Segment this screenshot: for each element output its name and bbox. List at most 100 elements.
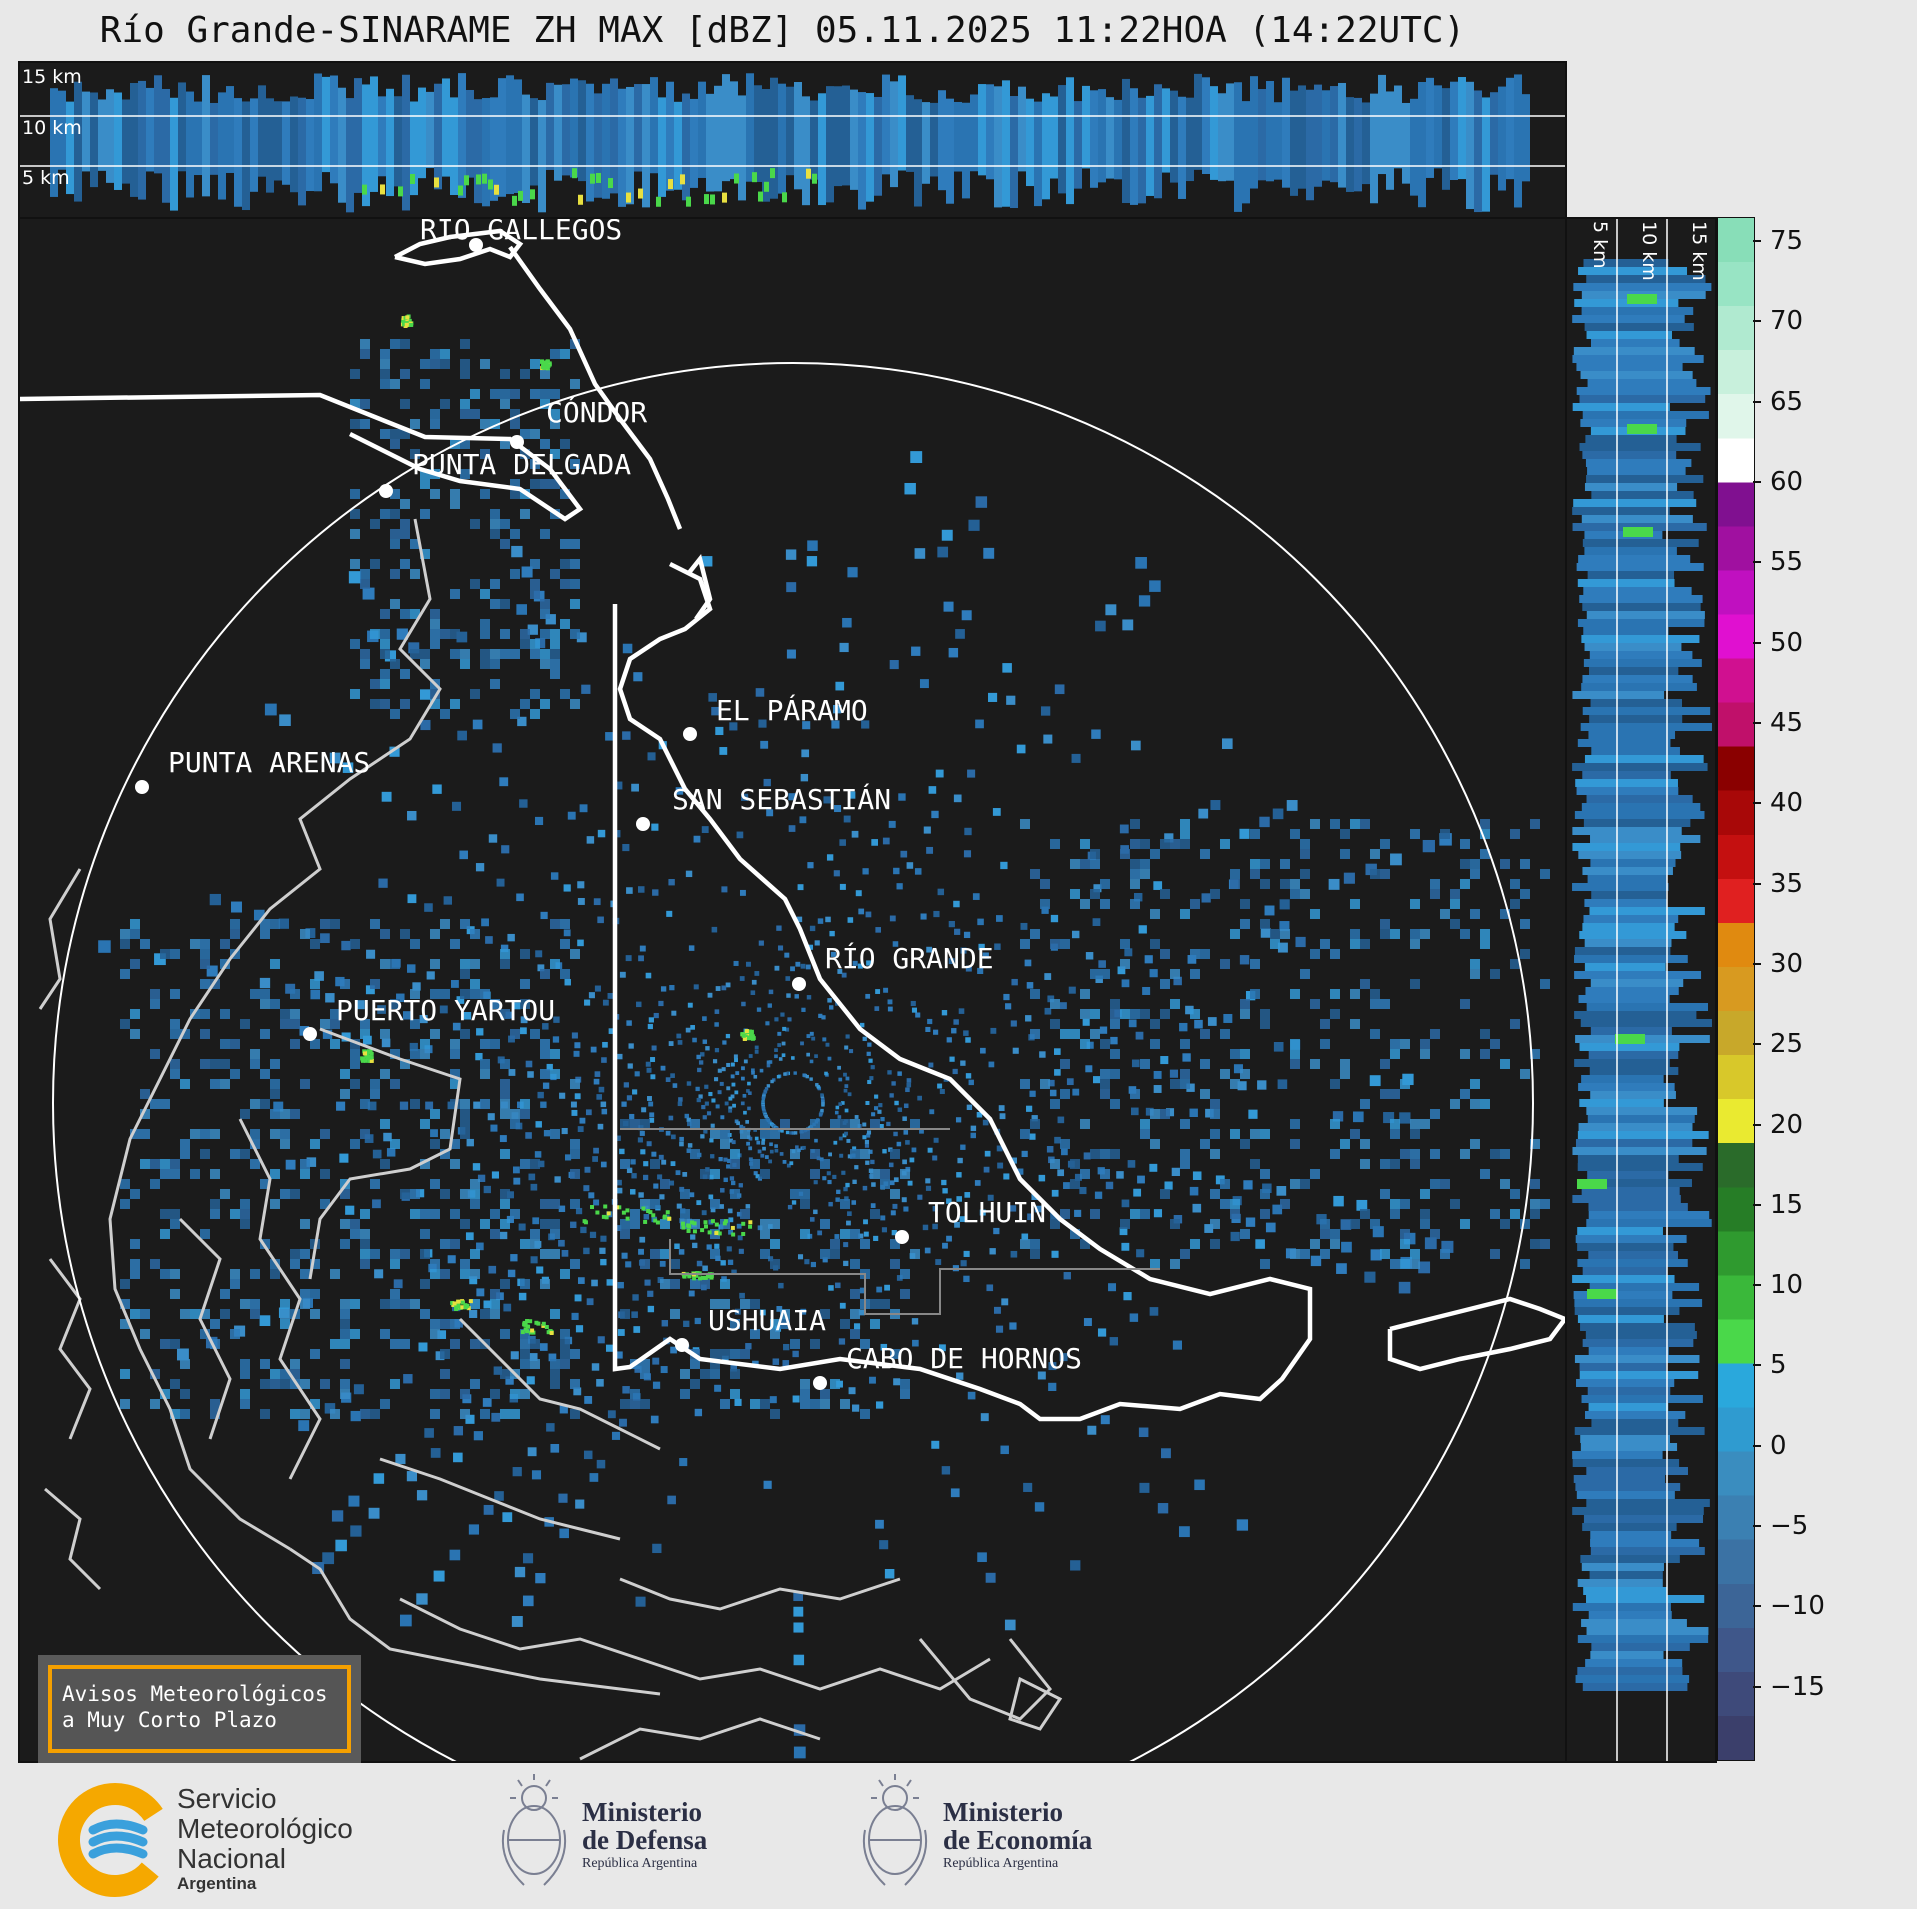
echo-gate — [1260, 879, 1270, 889]
defensa-line-3: República Argentina — [582, 1856, 698, 1871]
echo-gate — [1090, 1209, 1100, 1219]
echo-gate — [1530, 1239, 1540, 1249]
notice-box[interactable]: Avisos Meteorológicos a Muy Corto Plazo — [38, 1655, 361, 1763]
echo-gate — [500, 949, 510, 959]
echo-gate — [637, 1137, 643, 1143]
echo-gate — [710, 1123, 715, 1128]
echo-gate — [527, 1071, 534, 1078]
echo-gate — [559, 1405, 568, 1414]
city-marker[interactable] — [135, 780, 149, 794]
echo-gate — [1050, 914, 1059, 923]
echo-gate — [1383, 1112, 1395, 1124]
echo-gate — [750, 1299, 760, 1309]
echo-gate — [530, 589, 540, 599]
echo-gate — [1420, 1049, 1430, 1059]
echo-gate — [722, 1040, 727, 1045]
echo-gate — [290, 1019, 300, 1029]
echo-gate — [765, 1021, 770, 1026]
echo-gate — [300, 1379, 310, 1389]
echo-gate — [530, 1239, 540, 1249]
echo-gate — [871, 1182, 876, 1187]
echo-gate — [589, 1473, 599, 1482]
echo-gate — [367, 1101, 377, 1111]
city-marker[interactable] — [895, 1230, 909, 1244]
echo-gate — [1270, 939, 1280, 949]
profile-row — [1584, 323, 1694, 331]
echo-gate — [840, 1319, 850, 1329]
city-marker[interactable] — [675, 1338, 689, 1352]
echo-gate — [893, 1177, 899, 1183]
defensa-line-2: de Defensa — [582, 1825, 708, 1855]
city-marker[interactable] — [303, 1027, 317, 1041]
echo-gate — [570, 1349, 580, 1359]
profile-cell — [638, 188, 643, 199]
echo-gate — [380, 629, 390, 639]
echo-gate — [884, 1568, 895, 1579]
echo-gate — [450, 1159, 460, 1169]
echo-gate — [1300, 869, 1310, 879]
city-marker[interactable] — [683, 727, 697, 741]
city-marker[interactable] — [379, 484, 393, 498]
city-marker[interactable] — [510, 435, 524, 449]
echo-gate — [1030, 1119, 1040, 1129]
echo-gate — [727, 1259, 734, 1265]
echo-gate — [537, 964, 545, 972]
profile-column — [538, 100, 546, 213]
echo-gate — [881, 1227, 887, 1233]
echo-gate — [350, 689, 360, 699]
echo-gate — [170, 1019, 180, 1029]
echo-gate — [1330, 1079, 1340, 1089]
echo-gate — [480, 989, 490, 999]
profile-column — [962, 102, 970, 199]
echo-gate — [820, 1159, 830, 1169]
city-marker[interactable] — [469, 238, 483, 252]
echo-gate — [832, 1174, 837, 1180]
city-marker[interactable] — [813, 1376, 827, 1390]
echo-gate — [800, 1379, 810, 1389]
echo-gate — [300, 1159, 310, 1169]
echo-gate — [430, 989, 440, 999]
echo-gate — [688, 1290, 695, 1297]
colorbar-tick — [1753, 1364, 1761, 1367]
echo-gate — [160, 1339, 170, 1349]
echo-gate — [948, 647, 959, 658]
echo-gate — [558, 1205, 566, 1213]
echo-gate — [690, 1279, 700, 1289]
echo-gate — [954, 1221, 960, 1228]
echo-gate — [620, 1229, 630, 1239]
echo-gate — [492, 743, 502, 753]
echo-gate — [893, 867, 900, 875]
profile-column — [1018, 86, 1026, 172]
echo-gate — [1048, 1079, 1055, 1087]
city-marker[interactable] — [636, 817, 650, 831]
profile-row — [1582, 1523, 1677, 1531]
echo-gate — [1279, 899, 1290, 910]
echo-gate — [1460, 1089, 1470, 1099]
city-marker[interactable] — [792, 977, 806, 991]
echo-gate — [686, 1117, 692, 1123]
echo-gate — [974, 1180, 981, 1186]
echo-gate — [430, 1329, 440, 1339]
smn-logo: Servicio Meteorológico Nacional Argentin… — [55, 1770, 395, 1900]
echo-gate — [575, 1499, 585, 1509]
echo-gate — [170, 1409, 180, 1419]
echo-gate — [1430, 889, 1440, 899]
echo-gate — [150, 1049, 160, 1059]
echo-gate — [1137, 1175, 1145, 1184]
echo-gate — [1262, 1183, 1272, 1194]
echo-gate — [790, 1149, 800, 1159]
radar-map[interactable]: RÍO GALLEGOS CÓNDOR PUNTA DELGADA EL PÁRAMO… — [18, 217, 1567, 1763]
echo-gate — [450, 1139, 460, 1149]
profile-column — [1034, 101, 1042, 207]
convective-cell — [643, 1219, 648, 1224]
echo-gate — [615, 1225, 622, 1231]
echo-gate — [529, 1353, 538, 1361]
echo-gate — [470, 929, 480, 939]
echo-gate — [1170, 999, 1180, 1009]
range-ring — [52, 362, 1534, 1761]
echo-gate — [372, 1199, 381, 1209]
economia-line-3: República Argentina — [943, 1856, 1059, 1871]
echo-gate — [740, 1349, 750, 1359]
echo-gate — [408, 642, 420, 654]
echo-gate — [708, 1091, 713, 1097]
